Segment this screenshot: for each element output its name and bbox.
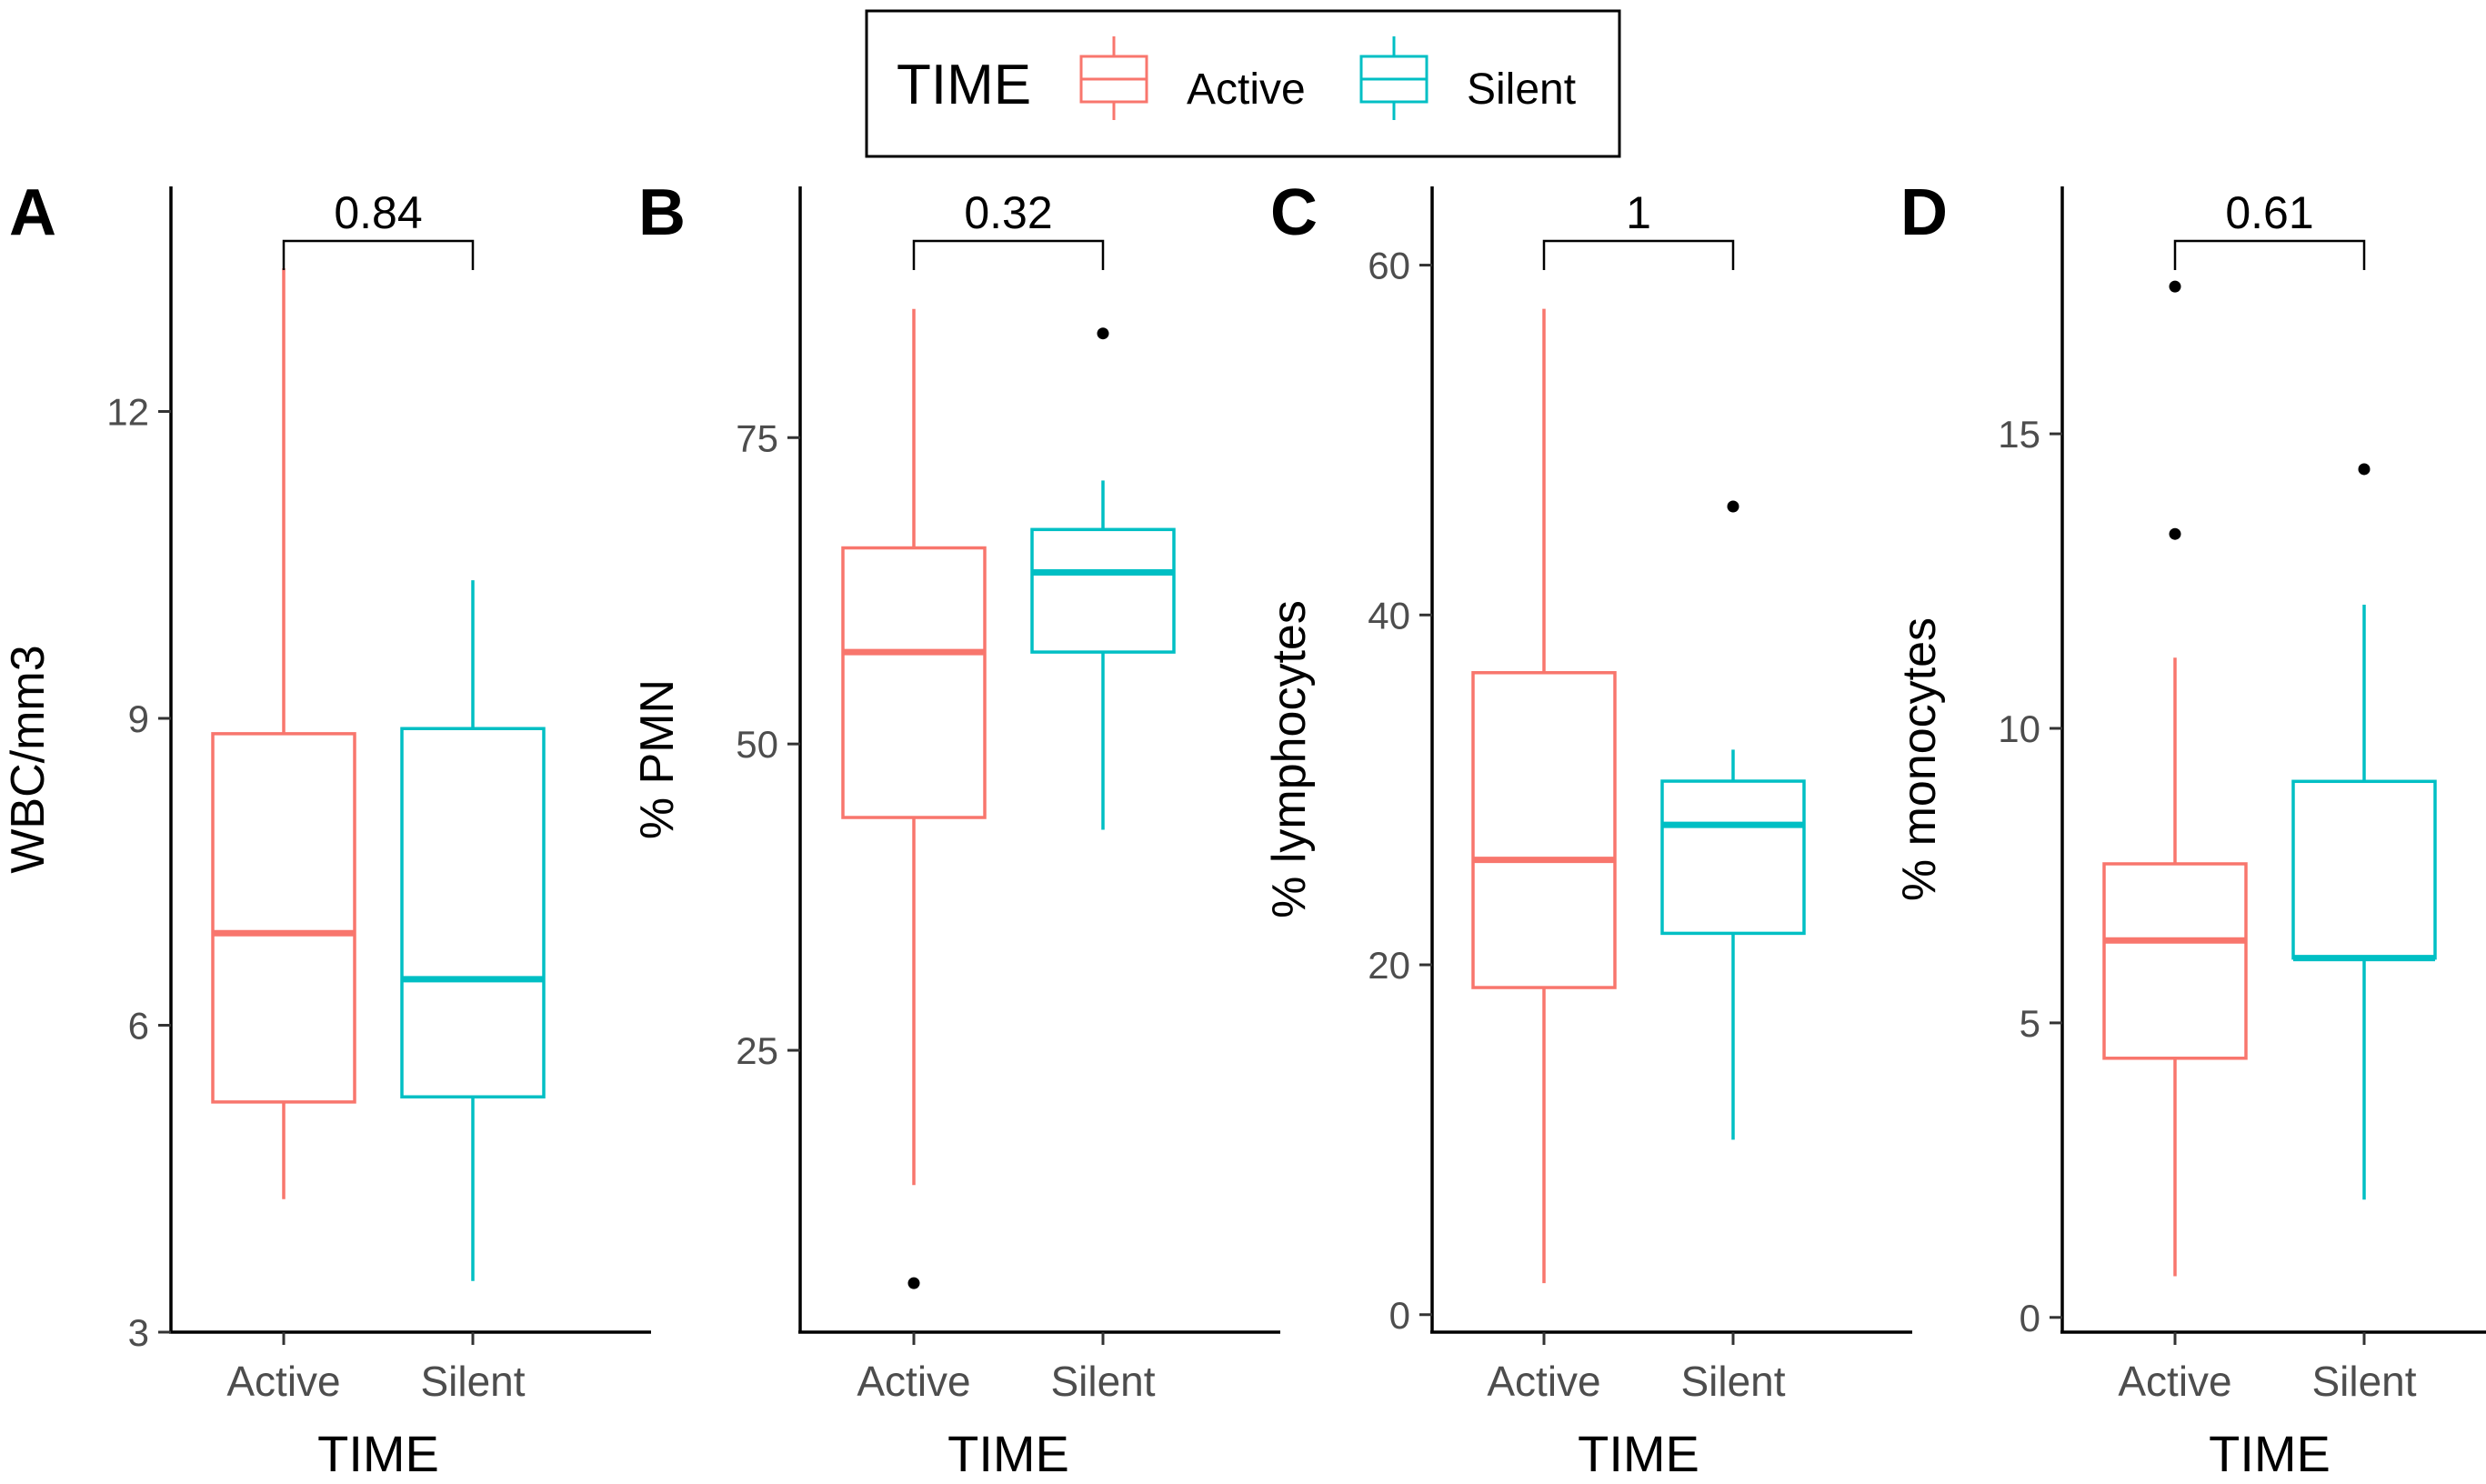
panel-d-p-value: 0.61 — [2225, 187, 2313, 238]
panel-d-bracket — [2173, 239, 2366, 270]
panel-c-y-tick-label: 20 — [1368, 944, 1410, 987]
panel-a-x-tick-label-silent: Silent — [420, 1358, 525, 1405]
outlier-point — [2358, 463, 2371, 476]
panel-c-box-active — [1471, 308, 1617, 1284]
panel-a-bracket — [282, 239, 475, 270]
panel-b-p-value: 0.32 — [964, 187, 1052, 238]
panel-a-box-active — [211, 268, 356, 1199]
panel-a-x-tick-label-active: Active — [226, 1358, 340, 1405]
panel-d-y-tick-label: 10 — [1998, 707, 2040, 750]
panel-c-y-axis-label: % lymphocytes — [1263, 600, 1316, 918]
panels: A WBC/mm3 3 6 9 12 Active Silent TIME 0.84 B % PMN 2… — [2, 176, 2486, 1482]
panel-c: C % lymphocytes 0 20 40 60 Active Silent TIME 1 — [1263, 176, 1912, 1482]
panel-c-y-tick-label: 60 — [1368, 245, 1410, 287]
panel-b-y-tick-label: 50 — [736, 723, 778, 766]
outlier-point — [2169, 527, 2181, 540]
legend-key-active — [1079, 36, 1148, 120]
panel-c-x-tick-label-silent: Silent — [1680, 1358, 1785, 1405]
panel-b-x-tick-label-active: Active — [857, 1358, 970, 1405]
panel-b-box-silent — [1030, 327, 1176, 830]
panel-a-y-tick-label: 6 — [128, 1005, 149, 1048]
panel-d-x-tick-label-silent: Silent — [2311, 1358, 2416, 1405]
box-iqr — [211, 732, 356, 1104]
box-iqr — [841, 546, 987, 819]
box-iqr — [1660, 779, 1806, 936]
panel-a-p-value: 0.84 — [334, 187, 422, 238]
outlier-point — [907, 1277, 920, 1289]
outlier-point — [1727, 500, 1739, 513]
panel-a-letter: A — [9, 176, 56, 249]
panel-b-y-axis-label: % PMN — [631, 679, 684, 839]
panel-b-bracket — [912, 239, 1105, 270]
box-iqr — [2102, 862, 2248, 1060]
panel-d-box-active — [2102, 280, 2248, 1277]
panel-c-p-value: 1 — [1626, 187, 1651, 238]
box-iqr — [1471, 671, 1617, 989]
panel-a-y-tick-label: 9 — [128, 697, 149, 740]
box-iqr — [400, 727, 546, 1098]
panel-b-box-active — [841, 308, 987, 1289]
legend-label-silent: Silent — [1467, 65, 1576, 114]
panel-d-y-tick-label: 0 — [2020, 1297, 2040, 1339]
panel-c-box-silent — [1660, 500, 1806, 1140]
legend-title: TIME — [897, 54, 1031, 116]
box-iqr — [2291, 779, 2437, 960]
panel-d-y-tick-label: 15 — [1998, 413, 2040, 456]
panel-d-letter: D — [1900, 176, 1948, 249]
legend-label-active: Active — [1187, 65, 1306, 114]
outlier-point — [2169, 280, 2181, 293]
legend: TIME Active Silent — [865, 9, 1621, 158]
panel-c-bracket — [1542, 239, 1735, 270]
panel-a-box-silent — [400, 580, 546, 1281]
panel-c-x-axis-label: TIME — [1578, 1425, 1699, 1482]
panel-c-letter: C — [1270, 176, 1318, 249]
panel-a: A WBC/mm3 3 6 9 12 Active Silent TIME 0.84 — [2, 176, 651, 1482]
panel-d-x-tick-label-active: Active — [2118, 1358, 2231, 1405]
panel-d-y-tick-label: 5 — [2020, 1002, 2040, 1045]
panel-a-y-tick-label: 12 — [106, 391, 149, 434]
panel-d-box-silent — [2291, 463, 2437, 1200]
panel-d-x-axis-label: TIME — [2209, 1425, 2331, 1482]
panel-b-letter: B — [638, 176, 686, 249]
panel-b-y-tick-label: 75 — [736, 416, 778, 459]
panel-a-x-axis-label: TIME — [317, 1425, 439, 1482]
panel-d-y-axis-label: % monocytes — [1893, 617, 1946, 901]
outlier-point — [1097, 327, 1109, 340]
panel-d: D % monocytes 0 5 10 15 Active Silent TIME 0.61 — [1893, 176, 2486, 1482]
panel-b-x-axis-label: TIME — [947, 1425, 1069, 1482]
panel-b: B % PMN 25 50 75 Active Silent TIME 0.32 — [631, 176, 1280, 1482]
box-iqr — [1030, 527, 1176, 654]
legend-key-silent — [1359, 36, 1428, 120]
panel-c-x-tick-label-active: Active — [1487, 1358, 1600, 1405]
panel-a-y-tick-label: 3 — [128, 1311, 149, 1354]
panel-c-y-tick-label: 40 — [1368, 594, 1410, 637]
panel-c-y-tick-label: 0 — [1389, 1294, 1410, 1337]
panel-b-x-tick-label-silent: Silent — [1050, 1358, 1155, 1405]
panel-a-y-axis-label: WBC/mm3 — [2, 645, 55, 873]
legend-frame — [865, 9, 1621, 158]
panel-b-y-tick-label: 25 — [736, 1029, 778, 1072]
